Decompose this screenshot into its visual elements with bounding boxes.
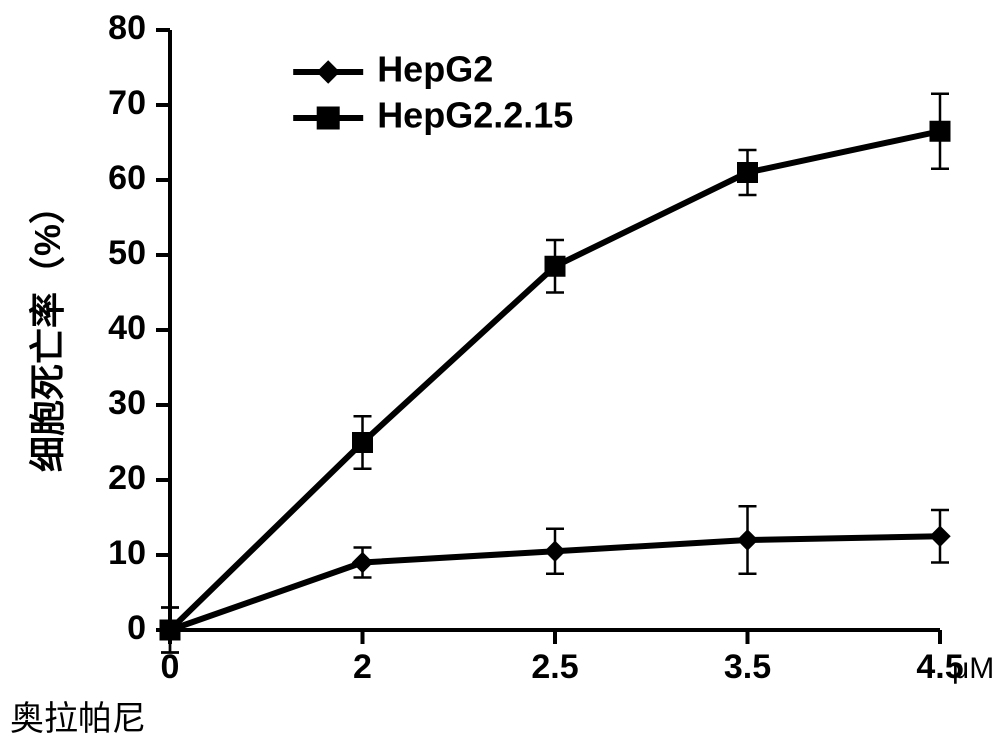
x-axis-label: 奥拉帕尼 xyxy=(10,700,146,738)
y-axis-label: 细胞死亡率（%） xyxy=(27,188,68,472)
legend-label: HepG2.2.15 xyxy=(377,95,573,136)
y-tick-label: 10 xyxy=(108,534,146,572)
marker-square xyxy=(545,256,565,276)
marker-square xyxy=(738,163,758,183)
y-tick-label: 0 xyxy=(127,609,146,647)
x-tick-label: 2.5 xyxy=(531,648,578,686)
chart-container: 01020304050607080022.53.54.5细胞死亡率（%）奥拉帕尼… xyxy=(0,0,1000,742)
marker-square xyxy=(160,620,180,640)
y-tick-label: 40 xyxy=(108,309,146,347)
y-tick-label: 50 xyxy=(108,234,146,272)
y-tick-label: 20 xyxy=(108,459,146,497)
marker-square xyxy=(317,107,339,129)
x-tick-label: 2 xyxy=(353,648,372,686)
x-tick-label: 3.5 xyxy=(724,648,771,686)
dose-response-chart: 01020304050607080022.53.54.5细胞死亡率（%）奥拉帕尼… xyxy=(0,0,1000,742)
y-tick-label: 80 xyxy=(108,9,146,47)
marker-square xyxy=(353,433,373,453)
y-tick-label: 70 xyxy=(108,84,146,122)
x-axis-unit: μM xyxy=(952,652,994,685)
y-tick-label: 60 xyxy=(108,159,146,197)
y-tick-label: 30 xyxy=(108,384,146,422)
marker-square xyxy=(930,121,950,141)
legend-label: HepG2 xyxy=(377,49,493,90)
